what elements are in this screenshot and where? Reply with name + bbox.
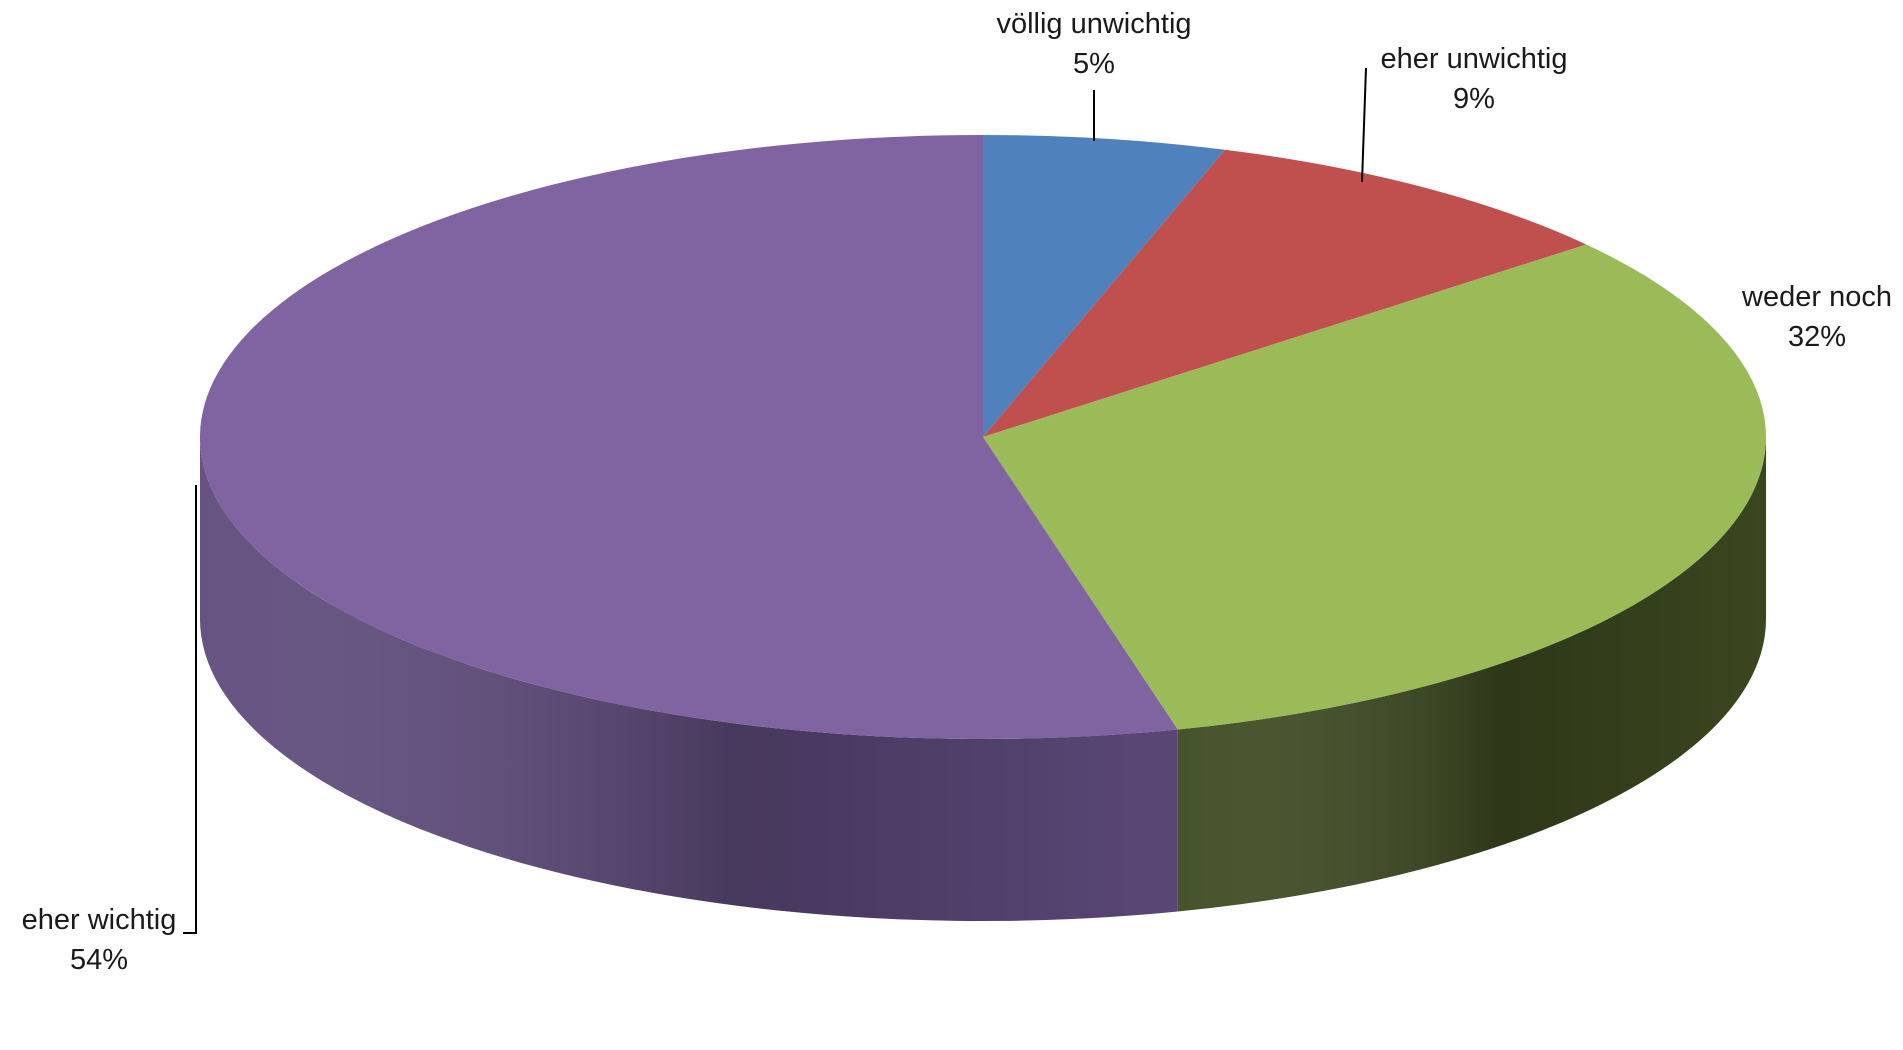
slice-eher-unwichtig[interactable]	[983, 149, 1587, 437]
pie-slices	[199, 134, 1766, 739]
leader-line-eher-unwichtig	[1361, 67, 1367, 183]
label-category-eher-unwichtig: eher unwichtig	[1381, 43, 1568, 75]
label-value-eher-unwichtig: 9%	[1453, 83, 1495, 115]
leader-line-eher-wichtig	[183, 485, 197, 934]
label-category-voellig-unwichtig: völlig unwichtig	[996, 8, 1191, 40]
label-category-eher-wichtig: eher wichtig	[22, 904, 177, 936]
label-category-weder-noch: weder noch	[1741, 281, 1892, 313]
slice-weder-noch[interactable]	[983, 244, 1766, 730]
pie-sides	[200, 437, 1766, 921]
leader-lines	[183, 67, 1367, 934]
data-labels: völlig unwichtig 5% eher unwichtig 9% weder …	[22, 8, 1892, 976]
slice-eher-wichtig[interactable]	[199, 134, 1178, 739]
label-value-voellig-unwichtig: 5%	[1073, 48, 1115, 80]
slice-side-weder-noch-shading	[1177, 437, 1766, 912]
slice-voellig-unwichtig[interactable]	[983, 135, 1225, 437]
label-value-weder-noch: 32%	[1788, 321, 1846, 353]
slice-side-eher-wichtig-shading	[200, 437, 1178, 921]
label-value-eher-wichtig: 54%	[70, 944, 128, 976]
